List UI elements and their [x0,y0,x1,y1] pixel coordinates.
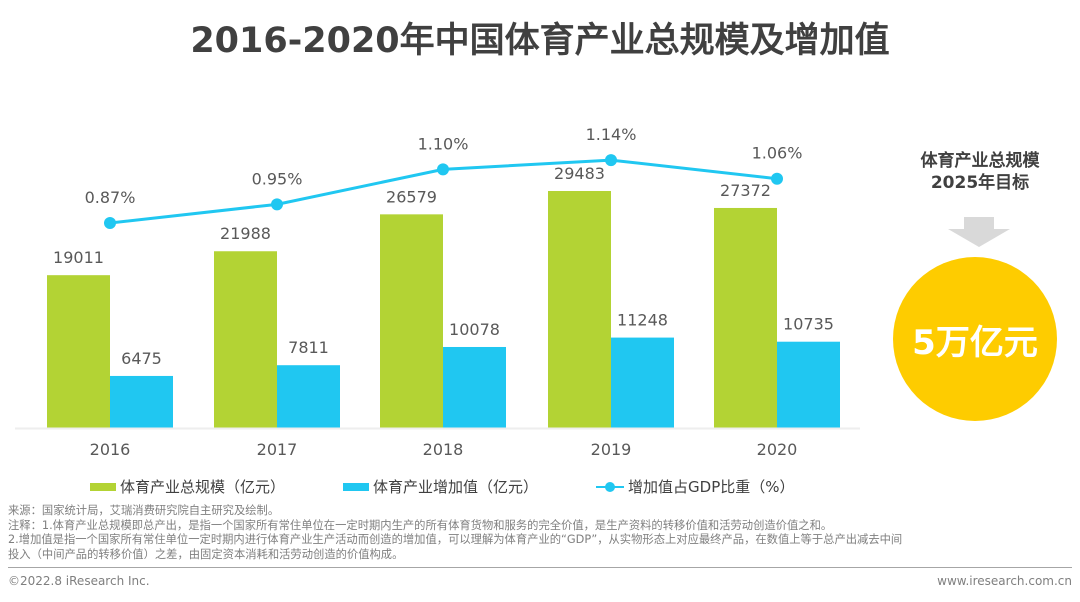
legend-item-added-value: 体育产业增加值（亿元） [343,476,538,497]
data-label-added-value: 7811 [288,338,329,357]
target-title: 体育产业总规模 2025年目标 [880,150,1080,194]
website-link[interactable]: www.iresearch.com.cn [937,574,1072,588]
footer-divider [8,567,1072,568]
x-tick-label: 2019 [591,440,632,459]
bar-added-value [777,341,840,428]
data-label-added-value: 10078 [449,320,500,339]
data-label-gdp-share: 1.06% [752,144,803,163]
data-label-gdp-share: 1.10% [418,134,469,153]
note-1: 注释：1.体育产业总规模即总产出，是指一个国家所有常住单位在一定时期内生产的所有… [8,518,833,532]
bar-total-scale [214,251,277,428]
data-label-total-scale: 19011 [53,248,104,267]
x-tick-label: 2020 [757,440,798,459]
chart-plot: 2016 2017 2018 2019 2020 19011 6475 21988 7811 2… [15,125,860,459]
data-label-added-value: 11248 [617,311,668,330]
x-tick-label: 2018 [423,440,464,459]
target-panel: 体育产业总规模 2025年目标 [880,150,1080,194]
data-label-gdp-share: 0.95% [252,169,303,188]
gdp-share-point [271,198,283,211]
bar-added-value [110,375,173,428]
gdp-share-point [104,217,116,229]
target-title-line2: 2025年目标 [930,173,1030,193]
data-label-total-scale: 21988 [220,224,271,243]
data-label-added-value: 6475 [121,349,162,368]
x-tick-label: 2016 [90,440,131,459]
bar-total-scale [47,275,110,428]
bar-total-scale [548,191,611,428]
chart-title: 2016-2020年中国体育产业总规模及增加值 [190,21,890,61]
legend-label: 体育产业增加值（亿元） [373,478,539,496]
x-tick-label: 2017 [257,440,298,459]
copyright: ©2022.8 iResearch Inc. [8,574,150,588]
data-label-added-value: 10735 [783,315,834,334]
down-arrow-icon [948,217,1010,247]
target-value-circle: 5万亿元 [893,257,1057,421]
legend-swatch-green [90,482,116,491]
gdp-share-point [437,163,449,176]
legend-label: 体育产业总规模（亿元） [120,478,286,496]
target-value: 5万亿元 [912,322,1038,363]
bar-added-value [443,346,506,428]
data-label-total-scale: 26579 [386,187,437,206]
data-label-gdp-share: 0.87% [85,188,136,207]
legend-line-marker-icon [596,481,625,492]
note-3: 投入（中间产品的转移价值）之差，由固定资本消耗和活劳动创造的价值构成。 [8,547,404,561]
legend-swatch-blue [343,482,370,491]
legend-item-gdp-share: 增加值占GDP比重（%） [596,476,795,497]
notes: 来源：国家统计局，艾瑞消费研究院自主研究及绘制。 注释：1.体育产业总规模即总产… [8,504,1074,562]
bar-total-scale [714,207,777,428]
target-title-line1: 体育产业总规模 [920,151,1040,171]
note-2: 2.增加值是指一个国家所有常住单位一定时期内进行体育产业生产活动而创造的增加值，… [8,533,903,546]
gdp-share-point [605,154,617,167]
data-label-total-scale: 29483 [554,164,605,183]
data-label-total-scale: 27372 [720,181,771,200]
legend-item-total-scale: 体育产业总规模（亿元） [90,476,285,497]
bar-added-value [611,337,674,428]
bar-added-value [277,365,340,428]
data-label-gdp-share: 1.14% [586,125,637,144]
legend: 体育产业总规模（亿元） 体育产业增加值（亿元） 增加值占GDP比重（%） [90,476,853,497]
gdp-share-point [771,172,783,185]
legend-label: 增加值占GDP比重（%） [628,478,795,496]
source-note: 来源：国家统计局，艾瑞消费研究院自主研究及绘制。 [8,504,280,517]
bar-total-scale [380,214,443,428]
